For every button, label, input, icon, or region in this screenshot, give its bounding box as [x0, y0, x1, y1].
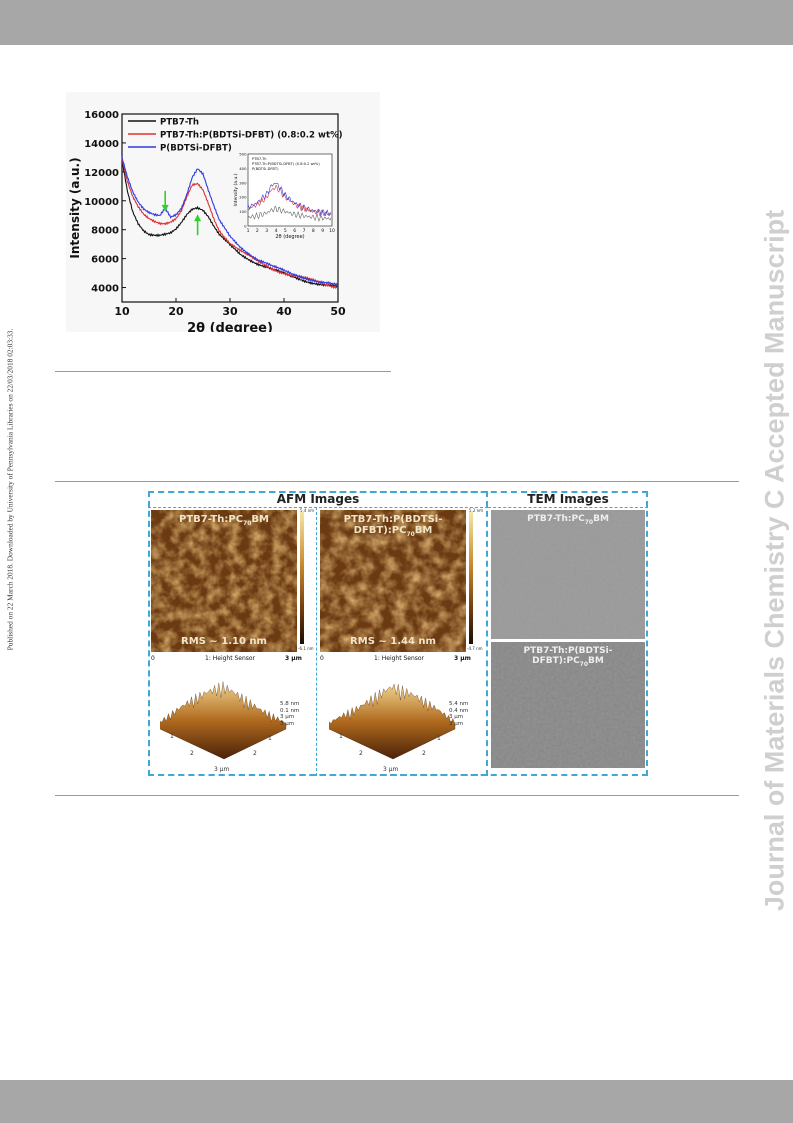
legend-label: PTB7-Th:P(BDTSi-DFBT) (0.8:0.2 wt%)	[160, 131, 343, 141]
annotation-arrowhead	[161, 204, 169, 212]
afm-scalebar-1: 0 1: Height Sensor 3 μm	[150, 654, 310, 664]
inset-legend-label: P(BDTSi-DFBT)	[252, 167, 279, 171]
afm-axis-label: 2	[253, 750, 257, 757]
inset-y-tick-label: 300	[239, 180, 247, 185]
afm-cbar-bottom-2: -4.7 nm	[467, 646, 483, 651]
inset-x-tick-label: 10	[329, 228, 335, 234]
afm-rms-1: RMS ~ 1.10 nm	[181, 636, 267, 647]
legend-label: PTB7-Th	[160, 118, 199, 128]
tem-image-2: PTB7-Th:P(BDTSi-DFBT):PC70BM	[491, 642, 645, 768]
afm-column-divider	[316, 507, 317, 776]
afm-surface-scale-1: 5.8 nm 0.1 nm 3 μm 3 μm	[280, 701, 300, 727]
afm-section-frame	[148, 491, 488, 776]
xrd-figure: 10 20 30 40 50 4000 6000 8000 10000 12000 14000 160…	[66, 92, 380, 336]
morphology-figure: AFM Images TEM Images PTB7-Th:PC70BM RMS…	[148, 491, 648, 776]
afm-axis-label: 1	[268, 735, 272, 742]
tem-image-1: PTB7-Th:PC70BM	[491, 510, 645, 639]
tem-header: TEM Images	[527, 492, 609, 506]
y-tick-label: 8000	[91, 226, 119, 237]
inset-y-tick-label: 200	[239, 195, 247, 200]
inset-x-tick-label: 3	[265, 228, 268, 234]
inset-x-tick-label: 7	[303, 228, 306, 234]
afm-cbar-top-1: 5.4 nm	[300, 508, 315, 513]
x-tick-label: 40	[276, 305, 292, 318]
legend-label: P(BDTSi-DFBT)	[160, 144, 232, 154]
tem-label-1: PTB7-Th:PC70BM	[527, 514, 609, 526]
y-tick-label: 4000	[91, 284, 119, 295]
afm-colorbar-1	[300, 512, 304, 644]
top-bar	[0, 0, 793, 45]
afm-3d-surface-2	[328, 683, 456, 760]
afm-header: AFM Images	[276, 492, 360, 506]
inset-x-tick-label: 1	[247, 228, 250, 234]
afm-axis-label: 1	[437, 735, 441, 742]
y-tick-label: 14000	[84, 139, 119, 150]
afm-axis-label: 3 μm	[383, 766, 399, 773]
inset-x-axis-label: 2θ (degree)	[275, 234, 304, 240]
afm-surface-scale-2: 5.4 nm 0.4 nm 3 μm 3 μm	[449, 701, 469, 727]
inset-y-tick-label: 500	[239, 152, 247, 157]
afm-axis-label: 2	[190, 750, 194, 757]
inset-y-tick-label: 400	[239, 166, 247, 171]
x-tick-label: 50	[330, 305, 346, 318]
bottom-bar	[0, 1080, 793, 1123]
inset-x-tick-label: 2	[256, 228, 259, 234]
inset-x-tick-label: 8	[312, 228, 315, 234]
series-line	[121, 156, 339, 287]
x-axis-label: 2θ (degree)	[187, 321, 273, 332]
caption-rule-2	[55, 481, 739, 482]
afm-label-2: PTB7-Th:P(BDTSi-DFBT):PC70BM	[343, 514, 443, 538]
afm-colorbar-2	[469, 512, 473, 644]
inset-x-tick-label: 9	[321, 228, 324, 234]
inset-series-line	[247, 182, 332, 217]
inset-x-tick-label: 4	[275, 228, 278, 234]
y-tick-label: 12000	[84, 168, 119, 179]
afm-height-image-2: PTB7-Th:P(BDTSi-DFBT):PC70BM RMS ~ 1.44 …	[320, 510, 466, 652]
inset-y-axis-label: Intensity (a.u.)	[233, 173, 239, 206]
publication-stamp: Published on 22 March 2018. Downloaded b…	[5, 328, 15, 651]
inset-y-tick-label: 0	[244, 224, 247, 229]
afm-axis-label: 1	[170, 733, 174, 740]
xrd-chart: 10 20 30 40 50400060008000100001200014000160…	[68, 110, 346, 336]
inset-x-tick-label: 6	[293, 228, 296, 234]
y-tick-label: 16000	[84, 110, 119, 121]
afm-axis-label: 3 μm	[214, 766, 230, 773]
tem-label-2: PTB7-Th:P(BDTSi-DFBT):PC70BM	[523, 646, 613, 668]
y-axis-label: Intensity (a.u.)	[68, 157, 82, 258]
afm-cbar-bottom-1: -6.1 nm	[298, 646, 314, 651]
inset-legend-label: PTB7-Th:P(BDTSi-DFBT) (0.8:0.2 wt%)	[252, 162, 320, 166]
inset-x-tick-label: 5	[284, 228, 287, 234]
x-tick-label: 20	[168, 305, 184, 318]
afm-scalebar-2: 0 1: Height Sensor 3 μm	[319, 654, 479, 664]
afm-axis-label: 2	[422, 750, 426, 757]
inset-frame	[247, 153, 333, 227]
afm-rms-2: RMS ~ 1.44 nm	[350, 636, 436, 647]
tem-header-divider	[488, 507, 648, 508]
annotation-arrowhead	[194, 214, 202, 222]
afm-axis-label: 1	[339, 733, 343, 740]
afm-3d-surface-1	[159, 681, 287, 760]
caption-rule-3	[55, 795, 739, 796]
y-tick-label: 6000	[91, 255, 119, 266]
journal-watermark: Journal of Materials Chemistry C Accepte…	[759, 209, 790, 912]
inset-series-line	[247, 205, 332, 222]
inset-y-tick-label: 100	[239, 209, 247, 214]
caption-rule-1	[55, 371, 391, 372]
inset-legend-label: PTB7-Th	[252, 157, 267, 161]
series-line	[121, 160, 339, 288]
afm-header-divider	[148, 507, 488, 508]
x-tick-label: 10	[114, 305, 130, 318]
afm-axis-label: 2	[359, 750, 363, 757]
afm-height-image-1: PTB7-Th:PC70BM RMS ~ 1.10 nm	[151, 510, 297, 652]
y-tick-label: 10000	[84, 197, 119, 208]
afm-cbar-top-2: 5.2 nm	[469, 508, 484, 513]
x-tick-label: 30	[222, 305, 238, 318]
afm-label-1: PTB7-Th:PC70BM	[179, 514, 269, 527]
